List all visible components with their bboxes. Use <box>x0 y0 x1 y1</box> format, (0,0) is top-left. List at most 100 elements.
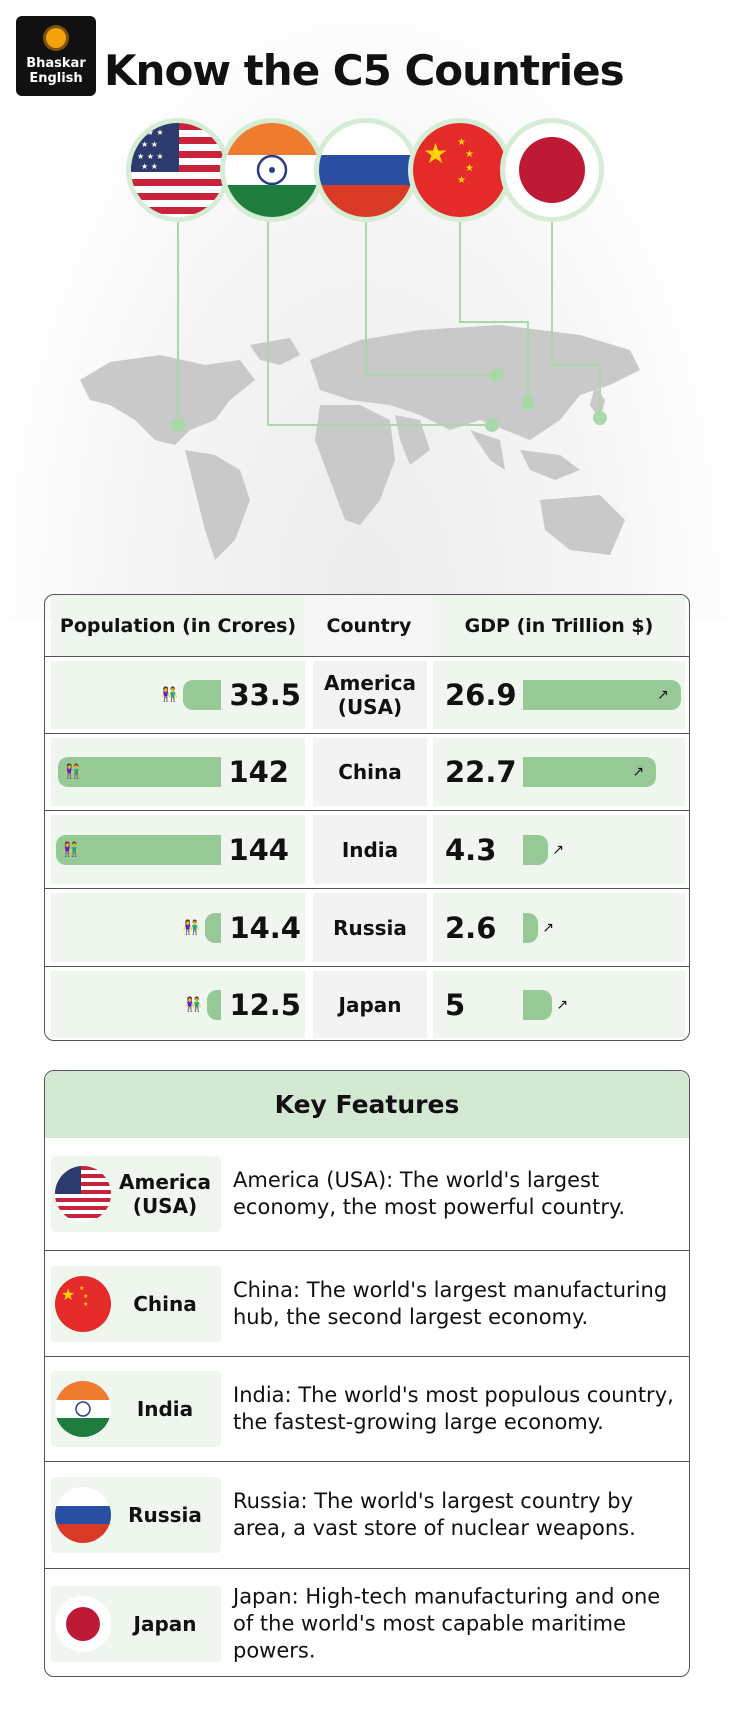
usa-flag-icon <box>55 1166 111 1222</box>
gdp-bar <box>523 834 549 865</box>
people-icon: 👫 <box>182 919 200 936</box>
page-title: Know the C5 Countries <box>104 46 625 95</box>
gdp-value: 2.6 <box>445 910 497 945</box>
svg-text:★ ★ ★: ★ ★ ★ <box>137 152 164 161</box>
feature-country: Japan <box>133 1611 197 1636</box>
population-value: 14.4 <box>229 910 301 945</box>
table-row: 👫 14.4 Russia 2.6 ↗ <box>45 888 689 966</box>
logo-line1: Bhaskar <box>26 56 86 71</box>
country-badge: ★ ★ ★ ★ China <box>51 1265 221 1342</box>
svg-text:★: ★ <box>61 1285 75 1304</box>
gdp-cell: 5 ↗ <box>433 971 685 1038</box>
world-map <box>80 222 640 560</box>
gdp-cell: 2.6 ↗ <box>433 893 685 962</box>
svg-text:★: ★ <box>83 1293 88 1300</box>
svg-text:★: ★ <box>79 1285 84 1292</box>
russia-flag-icon <box>55 1487 111 1543</box>
china-flag-icon: ★ ★ ★ ★ ★ <box>408 118 512 222</box>
country-name: China <box>313 738 427 806</box>
india-flag-icon <box>220 118 324 222</box>
svg-text:★: ★ <box>423 137 448 170</box>
people-icon: 👫 <box>184 996 203 1013</box>
population-bar <box>182 680 221 710</box>
country-name: America (USA) <box>313 661 427 729</box>
population-cell: 👫 12.5 <box>51 971 305 1038</box>
c5-table: Population (in Crores) Country GDP (in T… <box>44 594 690 1041</box>
feature-description: Russia: The world's largest country by a… <box>233 1489 636 1540</box>
svg-text:★: ★ <box>83 1301 88 1308</box>
feature-row: India India: The world's most populous c… <box>45 1356 689 1461</box>
country-badge: India <box>51 1371 221 1447</box>
feature-row: America (USA) America (USA): The world's… <box>45 1138 689 1250</box>
feature-row: Russia Russia: The world's largest count… <box>45 1461 689 1568</box>
population-bar <box>58 757 221 787</box>
svg-text:★: ★ <box>457 175 466 186</box>
svg-text:★: ★ <box>465 149 474 160</box>
gdp-cell: 22.7 ↗ <box>433 738 685 806</box>
svg-text:★: ★ <box>457 137 466 148</box>
feature-description: Japan: High-tech manufacturing and one o… <box>233 1584 661 1662</box>
feature-description: India: The world's most populous country… <box>233 1383 674 1434</box>
svg-text:★ ★: ★ ★ <box>141 162 158 171</box>
feature-country: America (USA) <box>119 1170 211 1218</box>
feature-country: China <box>133 1291 197 1316</box>
svg-text:★ ★ ★: ★ ★ ★ <box>137 128 164 137</box>
country-name: Russia <box>313 893 427 962</box>
country-name: Japan <box>313 971 427 1038</box>
gdp-bar <box>523 989 553 1020</box>
india-flag-icon <box>55 1381 111 1437</box>
usa-flag-icon: ★ ★ ★ ★ ★ ★ ★ ★ ★ ★ <box>126 118 230 222</box>
people-icon: 👫 <box>62 841 80 858</box>
table-row: 👫 144 India 4.3 ↗ <box>45 810 689 888</box>
population-cell: 👫 33.5 <box>51 661 305 729</box>
header-population: Population (in Crores) <box>51 595 305 656</box>
gdp-value: 26.9 <box>445 678 517 712</box>
japan-flag-icon <box>500 118 604 222</box>
country-badge: Russia <box>51 1477 221 1553</box>
feature-description: America (USA): The world's largest econo… <box>233 1168 626 1219</box>
trend-up-icon: ↗ <box>552 841 564 858</box>
table-row: 👫 142 China 22.7 ↗ <box>45 733 689 810</box>
population-value: 144 <box>228 832 289 867</box>
trend-up-icon: ↗ <box>542 919 554 936</box>
logo: Bhaskar English <box>16 16 96 96</box>
japan-flag-icon <box>55 1595 111 1652</box>
gdp-bar <box>523 757 657 787</box>
gdp-value: 4.3 <box>445 832 497 867</box>
key-features-title: Key Features <box>45 1071 689 1138</box>
china-flag-icon: ★ ★ ★ ★ <box>55 1275 111 1332</box>
gdp-bar <box>523 680 681 710</box>
people-icon: 👫 <box>64 764 82 780</box>
sun-icon <box>46 28 66 48</box>
logo-line2: English <box>29 71 83 86</box>
country-badge: Japan <box>51 1585 221 1662</box>
population-bar <box>206 989 221 1020</box>
table-row: 👫 33.5 America (USA) 26.9 ↗ <box>45 656 689 733</box>
feature-row: Japan Japan: High-tech manufacturing and… <box>45 1568 689 1676</box>
population-cell: 👫 142 <box>51 738 305 806</box>
gdp-cell: 4.3 ↗ <box>433 815 685 884</box>
feature-row: ★ ★ ★ ★ China China: The world's largest ma… <box>45 1250 689 1356</box>
feature-description: China: The world's largest manufacturing… <box>233 1277 668 1329</box>
svg-text:★ ★: ★ ★ <box>141 140 158 149</box>
population-cell: 👫 144 <box>51 815 305 884</box>
table-row: 👫 12.5 Japan 5 ↗ <box>45 966 689 1040</box>
gdp-bar <box>523 912 539 943</box>
population-cell: 👫 14.4 <box>51 893 305 962</box>
country-name: India <box>313 815 427 884</box>
svg-text:★: ★ <box>465 163 474 174</box>
population-value: 12.5 <box>229 987 301 1022</box>
country-badge: America (USA) <box>51 1156 221 1232</box>
population-value: 142 <box>228 755 289 789</box>
header-gdp: GDP (in Trillion $) <box>433 595 685 656</box>
gdp-value: 22.7 <box>445 755 517 789</box>
population-bar <box>204 912 221 943</box>
trend-up-icon: ↗ <box>556 996 569 1013</box>
people-icon: 👫 <box>160 687 179 703</box>
feature-country: Russia <box>128 1503 202 1527</box>
header-country: Country <box>305 595 433 656</box>
gdp-cell: 26.9 ↗ <box>433 661 685 729</box>
population-value: 33.5 <box>229 678 301 712</box>
trend-up-icon: ↗ <box>632 764 645 780</box>
gdp-value: 5 <box>445 987 466 1022</box>
